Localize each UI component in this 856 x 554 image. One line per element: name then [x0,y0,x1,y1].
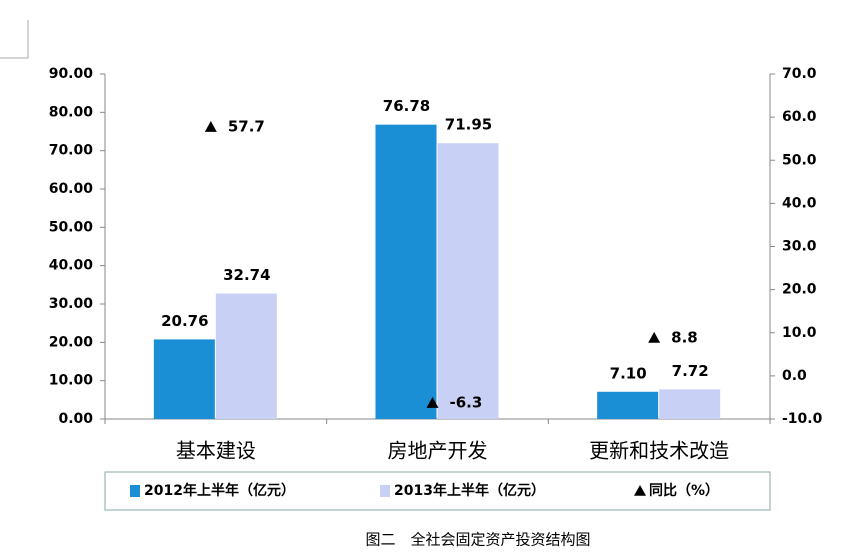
bar [375,124,437,419]
bar [153,339,215,419]
bar [437,143,499,420]
y2-tick-label: 0.0 [782,368,807,384]
x-tick-label: 房地产开发 [388,439,488,463]
caption: 图二 全社会固定资产投资结构图 [365,531,590,549]
legend-label: 2012年上半年（亿元） [144,482,295,499]
value-label: 7.10 [610,364,647,382]
y-tick-label: 0.00 [58,411,93,427]
legend-marker [634,485,646,496]
y2-tick-label: 70.0 [782,66,817,82]
y2-tick-label: -10.0 [782,411,823,427]
corner-mark [0,20,29,59]
y-tick-label: 70.00 [49,143,94,159]
y2-tick-label: 40.0 [782,195,817,211]
y-tick-label: 80.00 [49,104,94,120]
value-label: 71.95 [445,116,492,134]
value-label: -6.3 [450,394,483,412]
bar [597,391,659,419]
x-tick-label: 更新和技术改造 [589,439,729,463]
value-label: 32.74 [223,266,270,284]
bar [215,293,277,419]
value-label: 8.8 [671,328,698,346]
y2-tick-label: 20.0 [782,282,817,298]
value-label: 20.76 [161,312,208,330]
y-tick-label: 30.00 [49,296,94,312]
legend-swatch [380,485,390,497]
marker [204,121,217,132]
y-tick-label: 40.00 [49,258,94,274]
y2-tick-label: 10.0 [782,325,817,341]
y2-tick-label: 50.0 [782,152,817,168]
y2-tick-label: 60.0 [782,109,817,125]
y-tick-label: 10.00 [49,373,94,389]
value-label: 7.72 [672,362,709,380]
y-tick-label: 60.00 [49,181,94,197]
marker [426,397,439,408]
y-tick-label: 50.00 [49,219,94,235]
legend-label: 2013年上半年（亿元） [394,482,545,499]
value-label: 57.7 [228,118,265,136]
legend-label: 同比（%） [649,482,719,499]
marker [648,331,661,343]
legend-box [104,471,771,511]
y-tick-label: 90.00 [49,66,94,82]
y2-tick-label: 30.0 [782,239,817,255]
x-tick-label: 基本建设 [176,439,256,463]
y-tick-label: 20.00 [49,334,94,350]
legend-swatch [130,485,140,497]
value-label: 76.78 [383,97,430,115]
bar [659,389,721,419]
